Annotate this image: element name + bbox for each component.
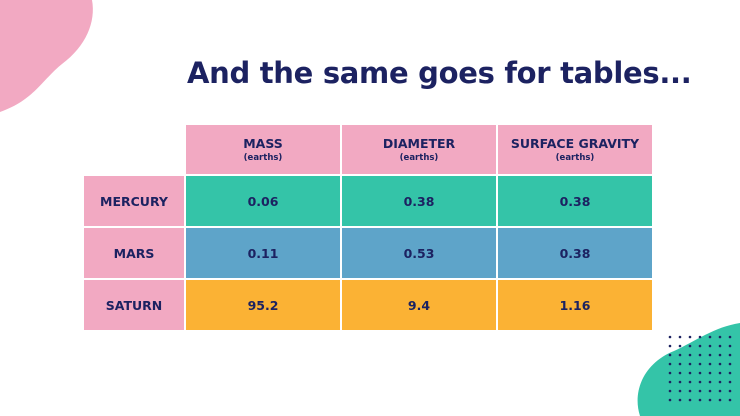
dot-decoration (678, 335, 682, 339)
table-row-mars: MARS 0.11 0.53 0.38 (84, 228, 652, 278)
dot-decoration (718, 398, 722, 402)
dot-decoration (668, 389, 672, 393)
dot-decoration (718, 380, 722, 384)
dot-decoration (718, 389, 722, 393)
dot-decoration (718, 362, 722, 366)
dot-decoration (678, 389, 682, 393)
dot-decoration (668, 344, 672, 348)
table-row-mercury: MERCURY 0.06 0.38 0.38 (84, 176, 652, 226)
dot-decoration (668, 353, 672, 357)
dot-decoration (678, 353, 682, 357)
table-cell: 0.38 (498, 228, 652, 278)
dot-decoration (708, 344, 712, 348)
dot-decoration (728, 380, 732, 384)
dot-decoration (688, 353, 692, 357)
planet-table: MASS (earths) DIAMETER (earths) SURFACE … (82, 123, 654, 332)
column-header-unit: (earths) (399, 153, 439, 163)
row-label: MERCURY (84, 176, 184, 226)
dot-decoration (698, 335, 702, 339)
dot-decoration (708, 362, 712, 366)
dot-decoration (708, 380, 712, 384)
dot-decoration (728, 389, 732, 393)
dot-decoration (688, 335, 692, 339)
row-label: MARS (84, 228, 184, 278)
dot-decoration (718, 371, 722, 375)
table-cell: 0.38 (498, 176, 652, 226)
table-cell: 0.53 (342, 228, 496, 278)
table-corner-cell (84, 125, 184, 174)
dot-decoration (698, 389, 702, 393)
dot-decoration (688, 362, 692, 366)
dot-decoration (688, 389, 692, 393)
dot-decoration (698, 362, 702, 366)
column-header-name: DIAMETER (382, 136, 456, 151)
dot-decoration (688, 380, 692, 384)
column-header-diameter: DIAMETER (earths) (342, 125, 496, 174)
dot-decoration (708, 398, 712, 402)
dot-decoration (678, 371, 682, 375)
column-header-name: MASS (243, 136, 283, 151)
dot-decoration (718, 335, 722, 339)
dot-decoration (718, 344, 722, 348)
dot-decoration (678, 362, 682, 366)
dot-decoration (698, 344, 702, 348)
dot-decoration (668, 380, 672, 384)
dot-decoration (668, 362, 672, 366)
dot-decoration (728, 353, 732, 357)
dot-decoration (708, 371, 712, 375)
dot-decoration (698, 398, 702, 402)
column-header-unit: (earths) (243, 153, 283, 163)
table-cell: 9.4 (342, 280, 496, 330)
dot-decoration (688, 398, 692, 402)
dot-decoration (718, 353, 722, 357)
table-header-row: MASS (earths) DIAMETER (earths) SURFACE … (84, 125, 652, 174)
dot-decoration (728, 371, 732, 375)
dot-decoration (708, 389, 712, 393)
table-cell: 1.16 (498, 280, 652, 330)
column-header-unit: (earths) (555, 153, 595, 163)
dot-decoration (678, 398, 682, 402)
dot-decoration (688, 371, 692, 375)
table-cell: 0.11 (186, 228, 340, 278)
dot-decoration (708, 335, 712, 339)
table-cell: 0.38 (342, 176, 496, 226)
dot-decoration (668, 398, 672, 402)
table-cell: 0.06 (186, 176, 340, 226)
dot-decoration (678, 380, 682, 384)
dot-decoration (728, 335, 732, 339)
dot-decoration (678, 344, 682, 348)
pink-blob-decoration (0, 0, 93, 112)
dot-decoration (728, 344, 732, 348)
dot-decoration (698, 371, 702, 375)
dot-decoration (728, 398, 732, 402)
table-row-saturn: SATURN 95.2 9.4 1.16 (84, 280, 652, 330)
row-label: SATURN (84, 280, 184, 330)
dot-decoration (708, 353, 712, 357)
teal-dotted-blob-decoration (637, 323, 740, 416)
dot-decoration (698, 353, 702, 357)
column-header-mass: MASS (earths) (186, 125, 340, 174)
table-cell: 95.2 (186, 280, 340, 330)
dot-decoration (668, 371, 672, 375)
slide-title: And the same goes for tables... (187, 56, 692, 90)
dot-decoration (728, 362, 732, 366)
column-header-surface-gravity: SURFACE GRAVITY (earths) (498, 125, 652, 174)
dot-decoration (668, 335, 672, 339)
column-header-name: SURFACE GRAVITY (510, 136, 640, 151)
dot-decoration (698, 380, 702, 384)
dot-decoration (688, 344, 692, 348)
